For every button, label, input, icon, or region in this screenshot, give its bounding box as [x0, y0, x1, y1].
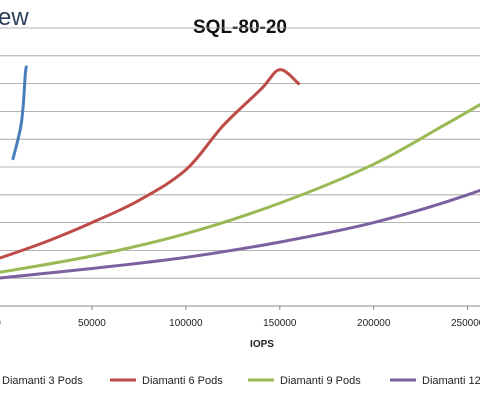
x-tick-label: 200000 [357, 318, 391, 329]
gridlines [0, 27, 480, 307]
x-tick-label: 0 [0, 318, 1, 329]
series-line-2 [0, 68, 301, 260]
x-axis-label: IOPS [250, 339, 274, 350]
legend-label: Diamanti 6 Pods [142, 375, 223, 387]
x-tick-label: 100000 [169, 318, 203, 329]
legend-label: Diamanti 3 Pods [2, 375, 83, 387]
legend-label: Diamanti 12 [422, 375, 480, 387]
legend-label: Diamanti 9 Pods [280, 375, 361, 387]
brand-fragment: ew [0, 4, 29, 31]
x-tick-label: 150000 [263, 318, 297, 329]
series-line-3 [0, 103, 480, 274]
x-tick-label: 250000 [451, 318, 480, 329]
chart-title: SQL-80-20 [193, 17, 287, 38]
series-line-4 [0, 188, 480, 280]
x-axis-ticks: 0 50000 100000 150000 200000 250000 [0, 306, 480, 329]
series-lines [0, 65, 480, 280]
legend: Diamanti 3 Pods Diamanti 6 Pods Diamanti 9… [2, 375, 480, 387]
series-line-1 [11, 65, 28, 161]
x-tick-label: 50000 [78, 318, 106, 329]
